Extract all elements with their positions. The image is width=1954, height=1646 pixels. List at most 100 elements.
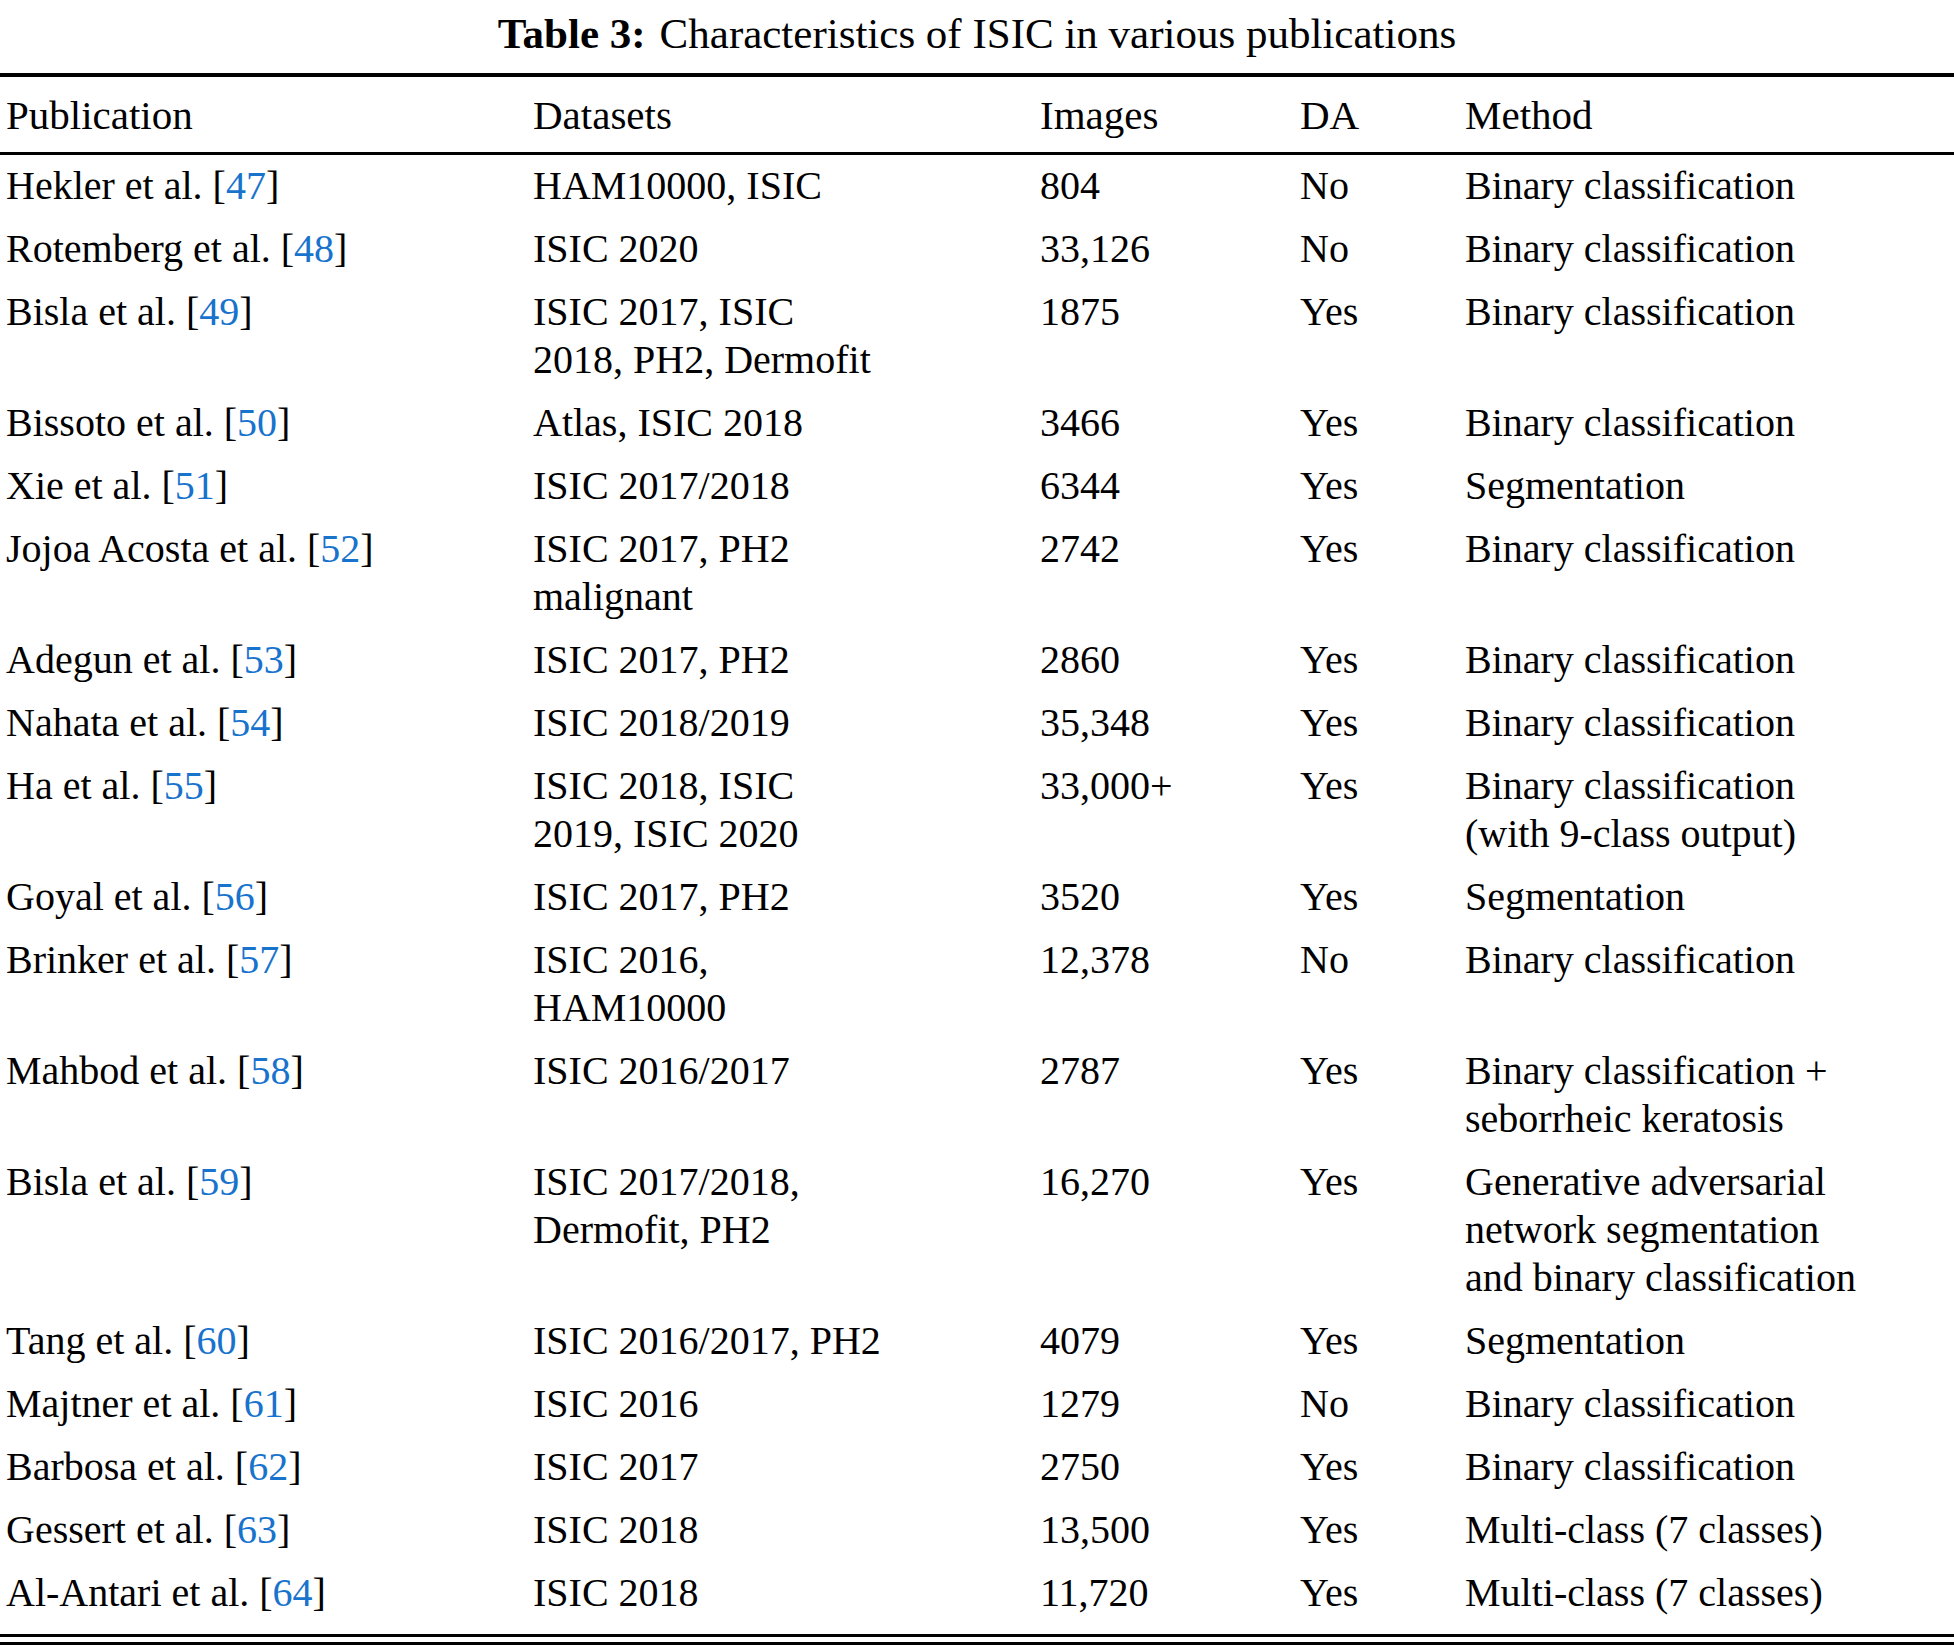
datasets-cell: ISIC 2016, HAM10000 (533, 929, 1040, 1040)
column-header-images: Images (1040, 77, 1300, 154)
datasets-cell: Atlas, ISIC 2018 (533, 392, 1040, 455)
citation-link[interactable]: 47 (226, 163, 266, 208)
citation-link[interactable]: 58 (250, 1048, 290, 1093)
publication-name: Jojoa Acosta et al. [ (6, 526, 320, 571)
citation-link[interactable]: 48 (294, 226, 334, 271)
publication-cell: Ha et al. [55] (0, 755, 533, 866)
citation-bracket: ] (313, 1570, 326, 1615)
citation-link[interactable]: 63 (237, 1507, 277, 1552)
method-cell: Binary classification + seborrheic kerat… (1465, 1040, 1954, 1151)
publication-name: Majtner et al. [ (6, 1381, 244, 1426)
method-cell: Binary classification (1465, 1373, 1954, 1436)
citation-link[interactable]: 64 (273, 1570, 313, 1615)
datasets-cell: ISIC 2018 (533, 1562, 1040, 1625)
citation-link[interactable]: 61 (244, 1381, 284, 1426)
publication-cell: Xie et al. [51] (0, 455, 533, 518)
method-cell: Binary classification (1465, 392, 1954, 455)
da-cell: Yes (1300, 1151, 1465, 1310)
method-cell: Binary classification (1465, 929, 1954, 1040)
citation-link[interactable]: 60 (196, 1318, 236, 1363)
publication-cell: Majtner et al. [61] (0, 1373, 533, 1436)
citation-link[interactable]: 59 (199, 1159, 239, 1204)
publication-cell: Brinker et al. [57] (0, 929, 533, 1040)
method-cell: Multi-class (7 classes) (1465, 1562, 1954, 1625)
da-cell: Yes (1300, 629, 1465, 692)
publication-cell: Rotemberg et al. [48] (0, 218, 533, 281)
publication-name: Bisla et al. [ (6, 289, 199, 334)
table-row: Ha et al. [55]ISIC 2018, ISIC 2019, ISIC… (0, 755, 1954, 866)
da-cell: Yes (1300, 1436, 1465, 1499)
citation-bracket: ] (334, 226, 347, 271)
table-row: Gessert et al. [63]ISIC 201813,500YesMul… (0, 1499, 1954, 1562)
datasets-cell: ISIC 2016/2017 (533, 1040, 1040, 1151)
da-cell: Yes (1300, 392, 1465, 455)
table-row: Bisla et al. [59]ISIC 2017/2018, Dermofi… (0, 1151, 1954, 1310)
citation-link[interactable]: 52 (320, 526, 360, 571)
publication-cell: Bisla et al. [49] (0, 281, 533, 392)
publication-cell: Adegun et al. [53] (0, 629, 533, 692)
publication-cell: Mahbod et al. [58] (0, 1040, 533, 1151)
table-row: Rotemberg et al. [48]ISIC 202033,126NoBi… (0, 218, 1954, 281)
datasets-cell: ISIC 2017, PH2 (533, 629, 1040, 692)
table-row: Hekler et al. [47]HAM10000, ISIC804NoBin… (0, 154, 1954, 219)
citation-link[interactable]: 49 (199, 289, 239, 334)
citation-link[interactable]: 51 (175, 463, 215, 508)
images-cell: 13,500 (1040, 1499, 1300, 1562)
table-row: Al-Antari et al. [64]ISIC 201811,720YesM… (0, 1562, 1954, 1625)
images-cell: 35,348 (1040, 692, 1300, 755)
da-cell: Yes (1300, 518, 1465, 629)
citation-bracket: ] (239, 289, 252, 334)
publication-name: Nahata et al. [ (6, 700, 230, 745)
images-cell: 1279 (1040, 1373, 1300, 1436)
publication-name: Barbosa et al. [ (6, 1444, 248, 1489)
citation-link[interactable]: 53 (244, 637, 284, 682)
publication-cell: Al-Antari et al. [64] (0, 1562, 533, 1625)
method-cell: Binary classification (1465, 154, 1954, 219)
citation-bracket: ] (279, 937, 292, 982)
publication-cell: Bisla et al. [59] (0, 1151, 533, 1310)
table-row: Bisla et al. [49]ISIC 2017, ISIC 2018, P… (0, 281, 1954, 392)
publications-table: PublicationDatasetsImagesDAMethod Hekler… (0, 77, 1954, 1625)
citation-link[interactable]: 55 (164, 763, 204, 808)
citation-bracket: ] (284, 1381, 297, 1426)
citation-link[interactable]: 57 (239, 937, 279, 982)
column-header-method: Method (1465, 77, 1954, 154)
table-row: Brinker et al. [57]ISIC 2016, HAM1000012… (0, 929, 1954, 1040)
publication-cell: Nahata et al. [54] (0, 692, 533, 755)
citation-link[interactable]: 56 (215, 874, 255, 919)
publication-cell: Goyal et al. [56] (0, 866, 533, 929)
table-row: Adegun et al. [53]ISIC 2017, PH22860YesB… (0, 629, 1954, 692)
datasets-cell: ISIC 2018, ISIC 2019, ISIC 2020 (533, 755, 1040, 866)
table-header-row: PublicationDatasetsImagesDAMethod (0, 77, 1954, 154)
datasets-cell: ISIC 2017, PH2 (533, 866, 1040, 929)
table-bottom-rule (0, 1634, 1954, 1645)
column-header-da: DA (1300, 77, 1465, 154)
da-cell: Yes (1300, 1499, 1465, 1562)
method-cell: Segmentation (1465, 1310, 1954, 1373)
paper-table-page: Table 3:Characteristics of ISIC in vario… (0, 0, 1954, 1646)
datasets-cell: HAM10000, ISIC (533, 154, 1040, 219)
images-cell: 3520 (1040, 866, 1300, 929)
citation-link[interactable]: 50 (237, 400, 277, 445)
table-row: Majtner et al. [61]ISIC 20161279NoBinary… (0, 1373, 1954, 1436)
publication-name: Al-Antari et al. [ (6, 1570, 273, 1615)
citation-bracket: ] (255, 874, 268, 919)
method-cell: Multi-class (7 classes) (1465, 1499, 1954, 1562)
images-cell: 2750 (1040, 1436, 1300, 1499)
da-cell: No (1300, 154, 1465, 219)
images-cell: 2787 (1040, 1040, 1300, 1151)
datasets-cell: ISIC 2017 (533, 1436, 1040, 1499)
citation-link[interactable]: 54 (230, 700, 270, 745)
citation-bracket: ] (288, 1444, 301, 1489)
method-cell: Binary classification (with 9-class outp… (1465, 755, 1954, 866)
images-cell: 4079 (1040, 1310, 1300, 1373)
citation-bracket: ] (270, 700, 283, 745)
column-header-publication: Publication (0, 77, 533, 154)
datasets-cell: ISIC 2018 (533, 1499, 1040, 1562)
citation-link[interactable]: 62 (248, 1444, 288, 1489)
publication-cell: Jojoa Acosta et al. [52] (0, 518, 533, 629)
da-cell: Yes (1300, 455, 1465, 518)
citation-bracket: ] (284, 637, 297, 682)
table-row: Nahata et al. [54]ISIC 2018/201935,348Ye… (0, 692, 1954, 755)
images-cell: 804 (1040, 154, 1300, 219)
